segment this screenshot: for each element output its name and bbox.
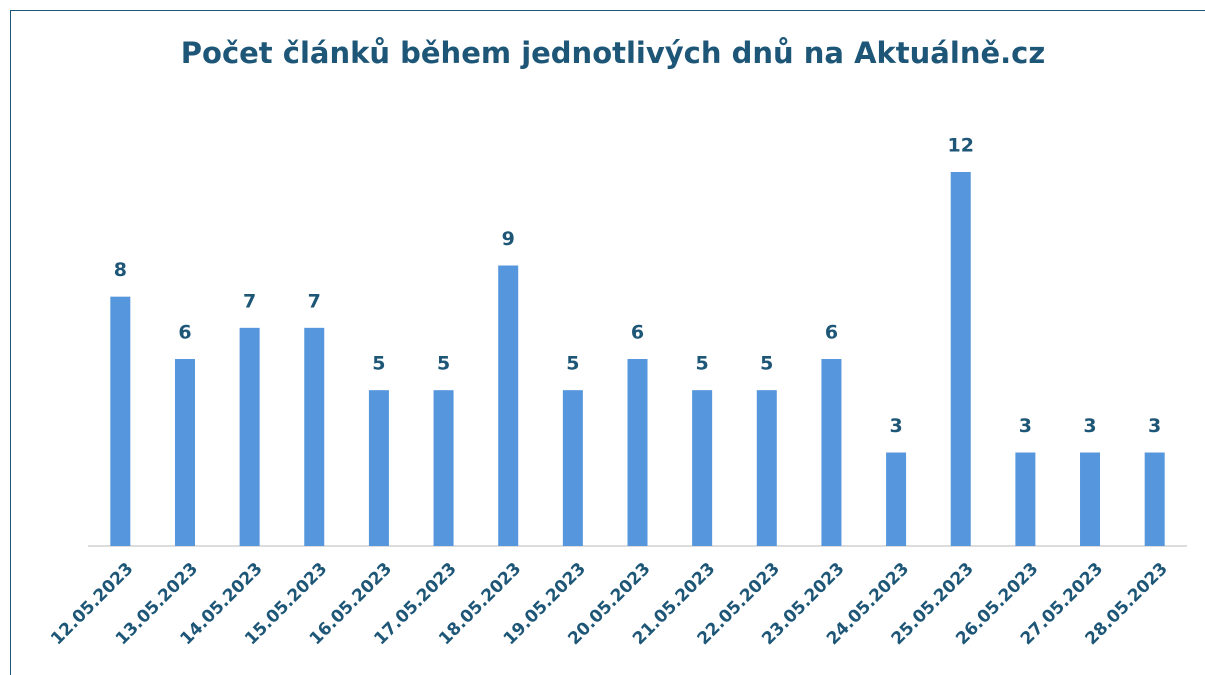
data-label: 5 xyxy=(372,353,385,375)
bar xyxy=(304,327,325,546)
bar xyxy=(756,390,777,546)
data-label: 3 xyxy=(1019,415,1032,437)
data-label: 6 xyxy=(631,322,644,344)
bar xyxy=(821,359,842,546)
data-label: 9 xyxy=(502,228,515,250)
data-label: 8 xyxy=(114,259,127,281)
data-label: 12 xyxy=(948,135,974,157)
data-label: 3 xyxy=(1083,415,1096,437)
data-label: 5 xyxy=(566,353,579,375)
data-label: 5 xyxy=(760,353,773,375)
bar xyxy=(562,390,583,546)
data-label: 7 xyxy=(243,290,256,312)
data-label: 3 xyxy=(889,415,902,437)
data-label: 3 xyxy=(1148,415,1161,437)
bar xyxy=(1015,452,1036,546)
bar xyxy=(1080,452,1101,546)
data-label: 5 xyxy=(696,353,709,375)
chart-title: Počet článků během jednotlivých dnů na A… xyxy=(181,36,1045,70)
bar xyxy=(498,265,519,546)
data-label: 5 xyxy=(437,353,450,375)
data-label: 7 xyxy=(308,290,321,312)
frame xyxy=(10,10,1205,675)
data-label: 6 xyxy=(178,322,191,344)
bar xyxy=(886,452,907,546)
bar xyxy=(692,390,713,546)
bar xyxy=(627,359,648,546)
data-label: 6 xyxy=(825,322,838,344)
bar xyxy=(368,390,389,546)
bar xyxy=(433,390,454,546)
bar xyxy=(110,296,131,546)
bar xyxy=(1144,452,1165,546)
bar xyxy=(239,327,260,546)
bar xyxy=(174,359,195,546)
bar xyxy=(950,172,971,546)
